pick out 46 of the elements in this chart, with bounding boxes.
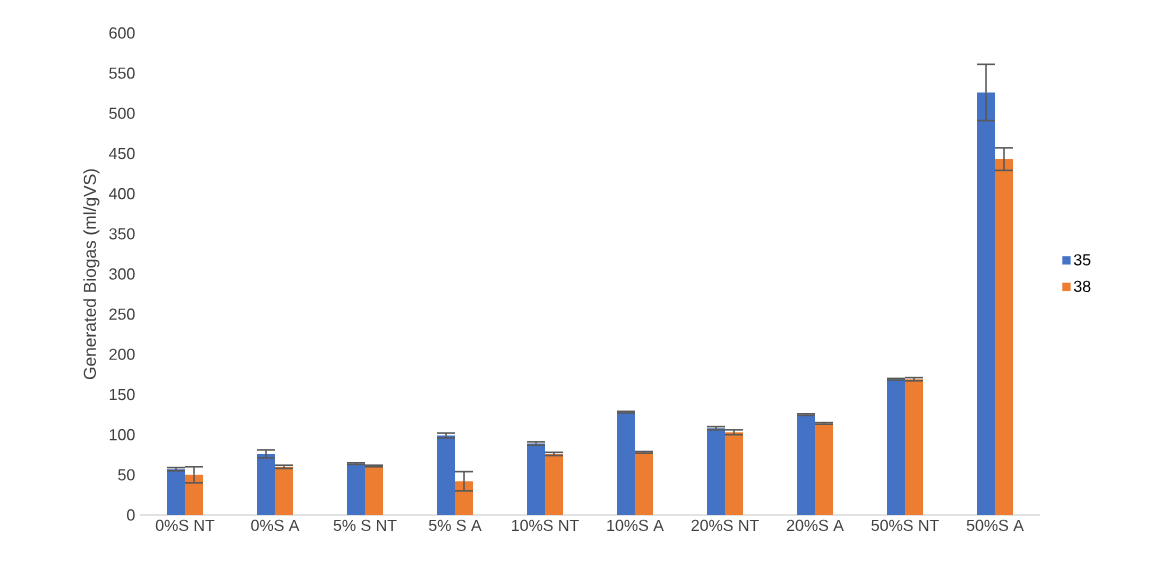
x-tick-label: 5% S NT — [333, 519, 397, 532]
x-tick-label: 0%S NT — [155, 519, 215, 532]
bar — [977, 92, 996, 515]
y-tick-label: 350 — [109, 228, 135, 240]
y-tick-label: 200 — [109, 348, 135, 360]
bar — [905, 379, 924, 515]
y-tick-label: 500 — [109, 107, 135, 119]
bar — [887, 379, 906, 515]
y-tick-label: 0 — [127, 509, 135, 521]
x-tick-label: 20%S NT — [691, 519, 759, 532]
bar — [995, 159, 1014, 515]
y-tick-label: 600 — [109, 27, 135, 39]
bar — [365, 465, 384, 515]
x-tick-label: 20%S A — [786, 519, 844, 532]
bar — [437, 435, 456, 515]
bar — [707, 428, 726, 515]
bar — [635, 452, 654, 515]
bar — [527, 443, 546, 515]
y-tick-label: 150 — [109, 388, 135, 401]
x-tick-label: 10%S NT — [511, 519, 579, 532]
y-axis-title: Generated Biogas (ml/gVS) — [83, 169, 100, 380]
y-tick-label: 550 — [109, 67, 135, 79]
legend-label: 38 — [1073, 280, 1091, 292]
y-tick-label: 300 — [109, 268, 135, 280]
x-tick-label: 0%S A — [251, 519, 300, 532]
x-tick-label: 5% S A — [428, 519, 482, 532]
bar — [545, 453, 564, 515]
bar — [257, 453, 276, 515]
x-tick-label: 10%S A — [607, 519, 664, 532]
bar — [797, 414, 816, 515]
bar — [347, 463, 366, 515]
x-tick-label: 50%S NT — [871, 519, 939, 532]
bar — [617, 412, 636, 515]
bar — [725, 432, 744, 515]
bar — [167, 469, 186, 515]
bar — [185, 474, 204, 515]
x-tick-label: 50%S A — [966, 519, 1024, 532]
bar — [815, 423, 834, 515]
y-tick-label: 50 — [118, 469, 135, 481]
legend-label: 35 — [1073, 254, 1091, 266]
y-tick-label: 450 — [108, 147, 135, 160]
y-tick-label: 100 — [109, 429, 135, 441]
bar — [275, 466, 294, 515]
y-tick-label: 250 — [109, 308, 135, 320]
y-tick-label: 400 — [108, 188, 135, 200]
bar — [455, 481, 474, 515]
